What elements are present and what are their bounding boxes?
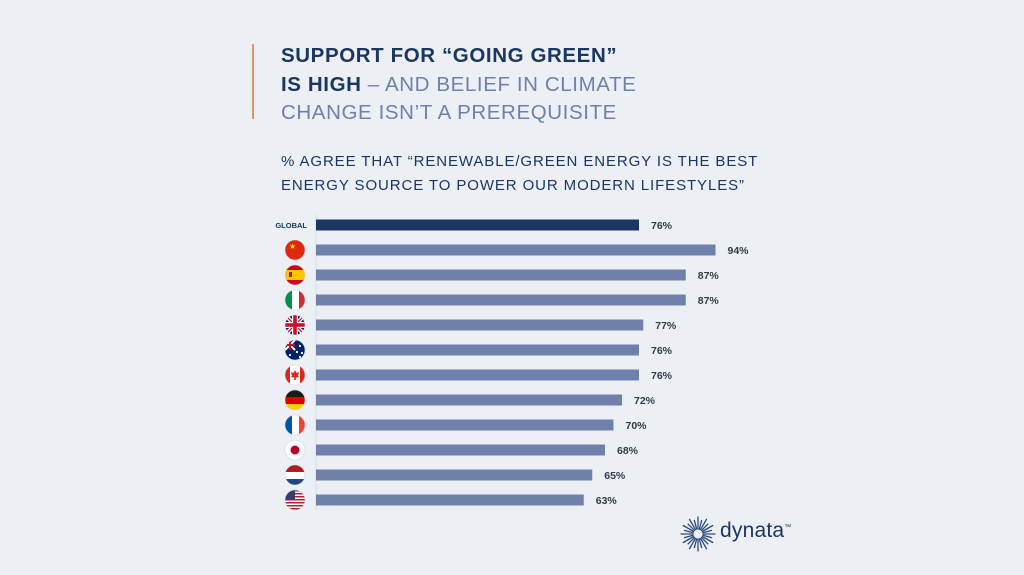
value-label: 63%: [596, 495, 618, 507]
flag-outline: [284, 439, 306, 461]
flag-outline: [284, 464, 306, 486]
australia-flag-icon: [285, 340, 305, 360]
flag-outline: [284, 339, 306, 361]
bar-australia: [316, 344, 639, 356]
germany-flag-icon: [285, 390, 305, 410]
bar-global: [316, 219, 639, 231]
bar-france: [316, 419, 614, 431]
spain-flag-icon: [285, 265, 305, 285]
italy-flag-icon: [285, 290, 305, 310]
value-label: 68%: [617, 445, 639, 457]
category-label-global: GLOBAL: [275, 221, 307, 230]
bar-italy: [316, 294, 686, 306]
value-label: 94%: [728, 245, 750, 257]
value-label: 72%: [634, 395, 656, 407]
flag-outline: [284, 389, 306, 411]
headline-line-3: CHANGE ISN’T A PREREQUISITE: [281, 101, 617, 124]
chart-subtitle: % AGREE THAT “RENEWABLE/GREEN ENERGY IS …: [281, 150, 758, 198]
flag-outline: [284, 239, 306, 261]
subtitle-line-2: ENERGY SOURCE TO POWER OUR MODERN LIFEST…: [281, 177, 745, 194]
value-label: 70%: [626, 420, 648, 432]
france-flag-icon: [285, 415, 305, 435]
headline: SUPPORT FOR “GOING GREEN” IS HIGH – AND …: [281, 42, 636, 128]
dynata-burst-icon: [680, 516, 716, 552]
bar-usa: [316, 494, 584, 506]
flag-outline: [284, 264, 306, 286]
bar-germany: [316, 394, 622, 406]
value-label: 87%: [698, 270, 720, 282]
bar-spain: [316, 269, 686, 281]
netherlands-flag-icon: [285, 465, 305, 485]
usa-flag-icon: [285, 490, 305, 510]
brand-name: dynata™: [720, 519, 792, 542]
flag-outline: [284, 364, 306, 386]
uk-flag-icon: [285, 315, 305, 335]
value-label: 77%: [655, 320, 677, 332]
headline-line-1: SUPPORT FOR “GOING GREEN”: [281, 44, 618, 67]
value-label: 87%: [698, 295, 720, 307]
canada-flag-icon: [285, 365, 305, 385]
bar-canada: [316, 369, 639, 381]
value-label: 76%: [651, 220, 673, 232]
flag-outline: [284, 414, 306, 436]
japan-flag-icon: [285, 440, 305, 460]
dynata-logo: dynata™: [680, 516, 800, 552]
flag-outline: [284, 289, 306, 311]
accent-rule: [252, 44, 254, 119]
bar-japan: [316, 444, 605, 456]
value-label: 76%: [651, 345, 673, 357]
value-label: 65%: [604, 470, 626, 482]
headline-emphasis: IS HIGH: [281, 72, 362, 96]
flag-outline: [284, 314, 306, 336]
flag-outline: [284, 489, 306, 511]
svg-text:★: ★: [289, 242, 296, 251]
headline-line-2-rest: – AND BELIEF IN CLIMATE: [361, 72, 637, 96]
bar-uk: [316, 319, 644, 331]
subtitle-line-1: % AGREE THAT “RENEWABLE/GREEN ENERGY IS …: [281, 153, 759, 170]
value-label: 76%: [651, 370, 673, 382]
bar-netherlands: [316, 469, 593, 481]
china-flag-icon: ★: [285, 240, 305, 260]
bar-china: [316, 244, 716, 256]
